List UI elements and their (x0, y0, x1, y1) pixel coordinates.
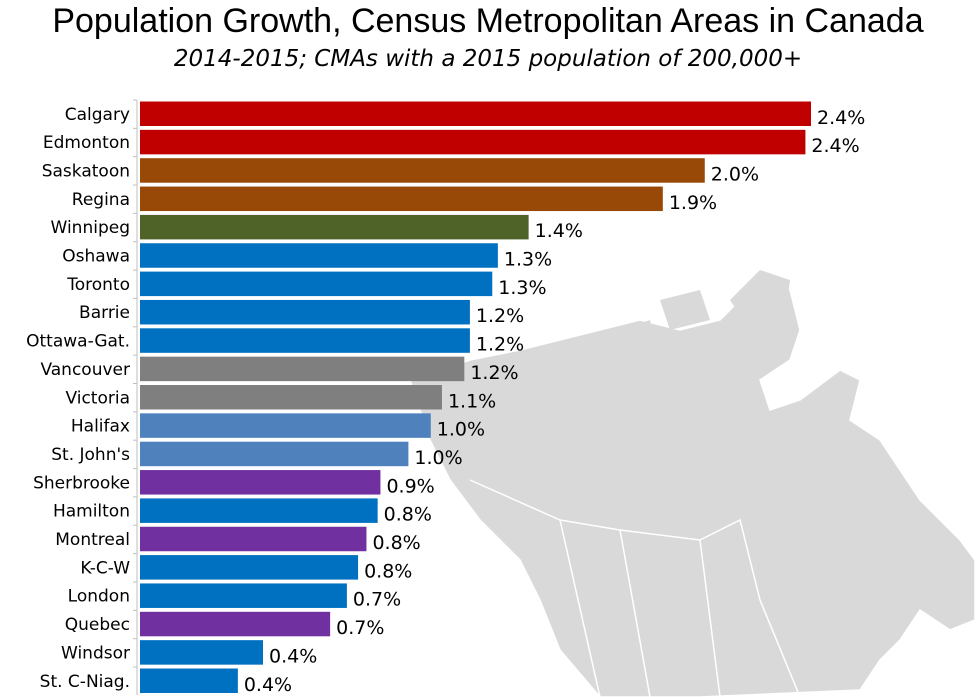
data-label: 1.2% (470, 362, 518, 384)
category-label: Quebec (65, 615, 130, 635)
category-label: Victoria (65, 388, 130, 408)
data-label: 1.2% (476, 305, 524, 327)
category-label: Edmonton (43, 133, 130, 153)
category-label: Hamilton (53, 502, 130, 522)
data-label: 0.4% (269, 645, 317, 667)
bar-edmonton (140, 129, 806, 155)
category-label: St. John's (51, 445, 130, 465)
bar-halifax (140, 413, 431, 438)
bar-toronto (140, 271, 493, 297)
data-label: 0.8% (372, 532, 420, 554)
chart-subtitle: 2014-2015; CMAs with a 2015 population o… (173, 46, 803, 72)
category-label: Oshawa (62, 247, 130, 267)
bar-oshawa (140, 243, 498, 268)
bar-london (140, 583, 347, 608)
bar-sherbrooke (140, 470, 381, 495)
bar-victoria (140, 385, 442, 410)
data-label: 0.4% (244, 674, 292, 696)
data-label: 1.0% (437, 419, 485, 441)
bar-k-c-w (140, 555, 359, 580)
data-label: 1.3% (504, 249, 552, 271)
bar-windsor (140, 640, 264, 665)
bar-regina (140, 186, 663, 212)
data-label: 1.3% (498, 277, 546, 299)
category-label: Barrie (79, 303, 130, 323)
bar-st-john-s (140, 441, 409, 467)
canada-map-icon (409, 270, 976, 697)
bar-barrie (140, 299, 470, 325)
category-label: K-C-W (80, 558, 130, 578)
data-label: 1.9% (669, 192, 717, 214)
data-label: 0.8% (384, 504, 432, 526)
category-label: Montreal (55, 530, 130, 550)
data-label: 1.4% (535, 220, 583, 242)
data-label: 2.4% (811, 135, 859, 157)
category-label: Toronto (66, 275, 130, 295)
data-label: 1.1% (448, 390, 496, 412)
data-label: 1.2% (476, 334, 524, 356)
data-label: 2.0% (711, 163, 759, 185)
data-label: 1.0% (414, 447, 462, 469)
category-label: Ottawa-Gat. (26, 332, 130, 352)
category-label: London (68, 587, 130, 607)
bar-ottawa-gat- (140, 328, 470, 353)
data-label: 0.8% (364, 560, 412, 582)
category-label: Calgary (65, 105, 130, 125)
data-label: 0.9% (386, 475, 434, 497)
bar-montreal (140, 526, 367, 552)
category-label: St. C-Niag. (40, 672, 130, 692)
category-label: Windsor (61, 643, 130, 663)
data-label: 0.7% (336, 617, 384, 639)
bar-hamilton (140, 498, 378, 523)
bar-winnipeg (140, 214, 529, 240)
category-label: Winnipeg (51, 218, 130, 238)
chart-title: Population Growth, Census Metropolitan A… (52, 2, 924, 40)
data-label: 0.7% (353, 589, 401, 611)
category-label: Saskatoon (42, 161, 130, 181)
bar-quebec (140, 611, 331, 637)
bar-saskatoon (140, 158, 705, 183)
category-label: Regina (72, 190, 130, 210)
category-label: Halifax (71, 417, 130, 437)
bar-st-c-niag- (140, 668, 238, 693)
data-label: 2.4% (817, 107, 865, 129)
bar-vancouver (140, 356, 465, 382)
category-label: Sherbrooke (33, 473, 130, 493)
bar-calgary (140, 101, 811, 126)
category-label: Vancouver (40, 360, 130, 380)
